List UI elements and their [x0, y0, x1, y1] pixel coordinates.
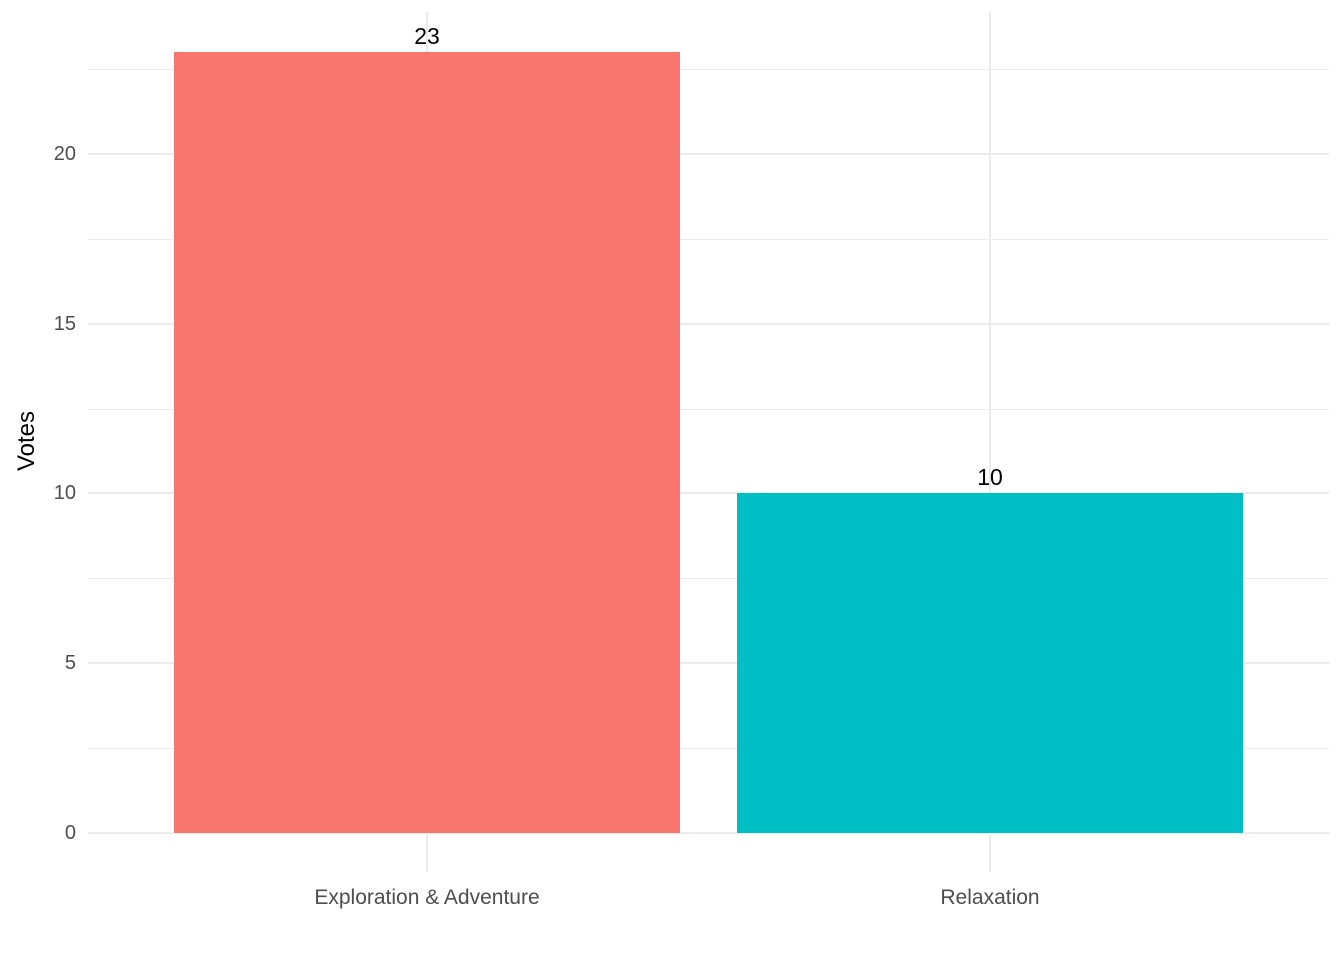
x-axis-tick-label: Exploration & Adventure: [314, 886, 540, 909]
bar-relaxation: [737, 493, 1243, 833]
y-axis-title: Votes: [13, 410, 40, 472]
bar-value-label: 23: [414, 23, 440, 49]
y-axis-tick-label: 5: [64, 652, 76, 674]
y-axis-tick-label: 20: [53, 143, 76, 165]
x-axis-tick-label: Relaxation: [940, 886, 1040, 909]
bar-value-label: 10: [977, 464, 1003, 490]
bar-exploration-adventure: [174, 52, 680, 833]
y-axis-tick-label: 10: [53, 482, 76, 504]
y-axis-tick-label: 0: [64, 822, 76, 844]
y-axis-tick-label: 15: [53, 313, 76, 335]
